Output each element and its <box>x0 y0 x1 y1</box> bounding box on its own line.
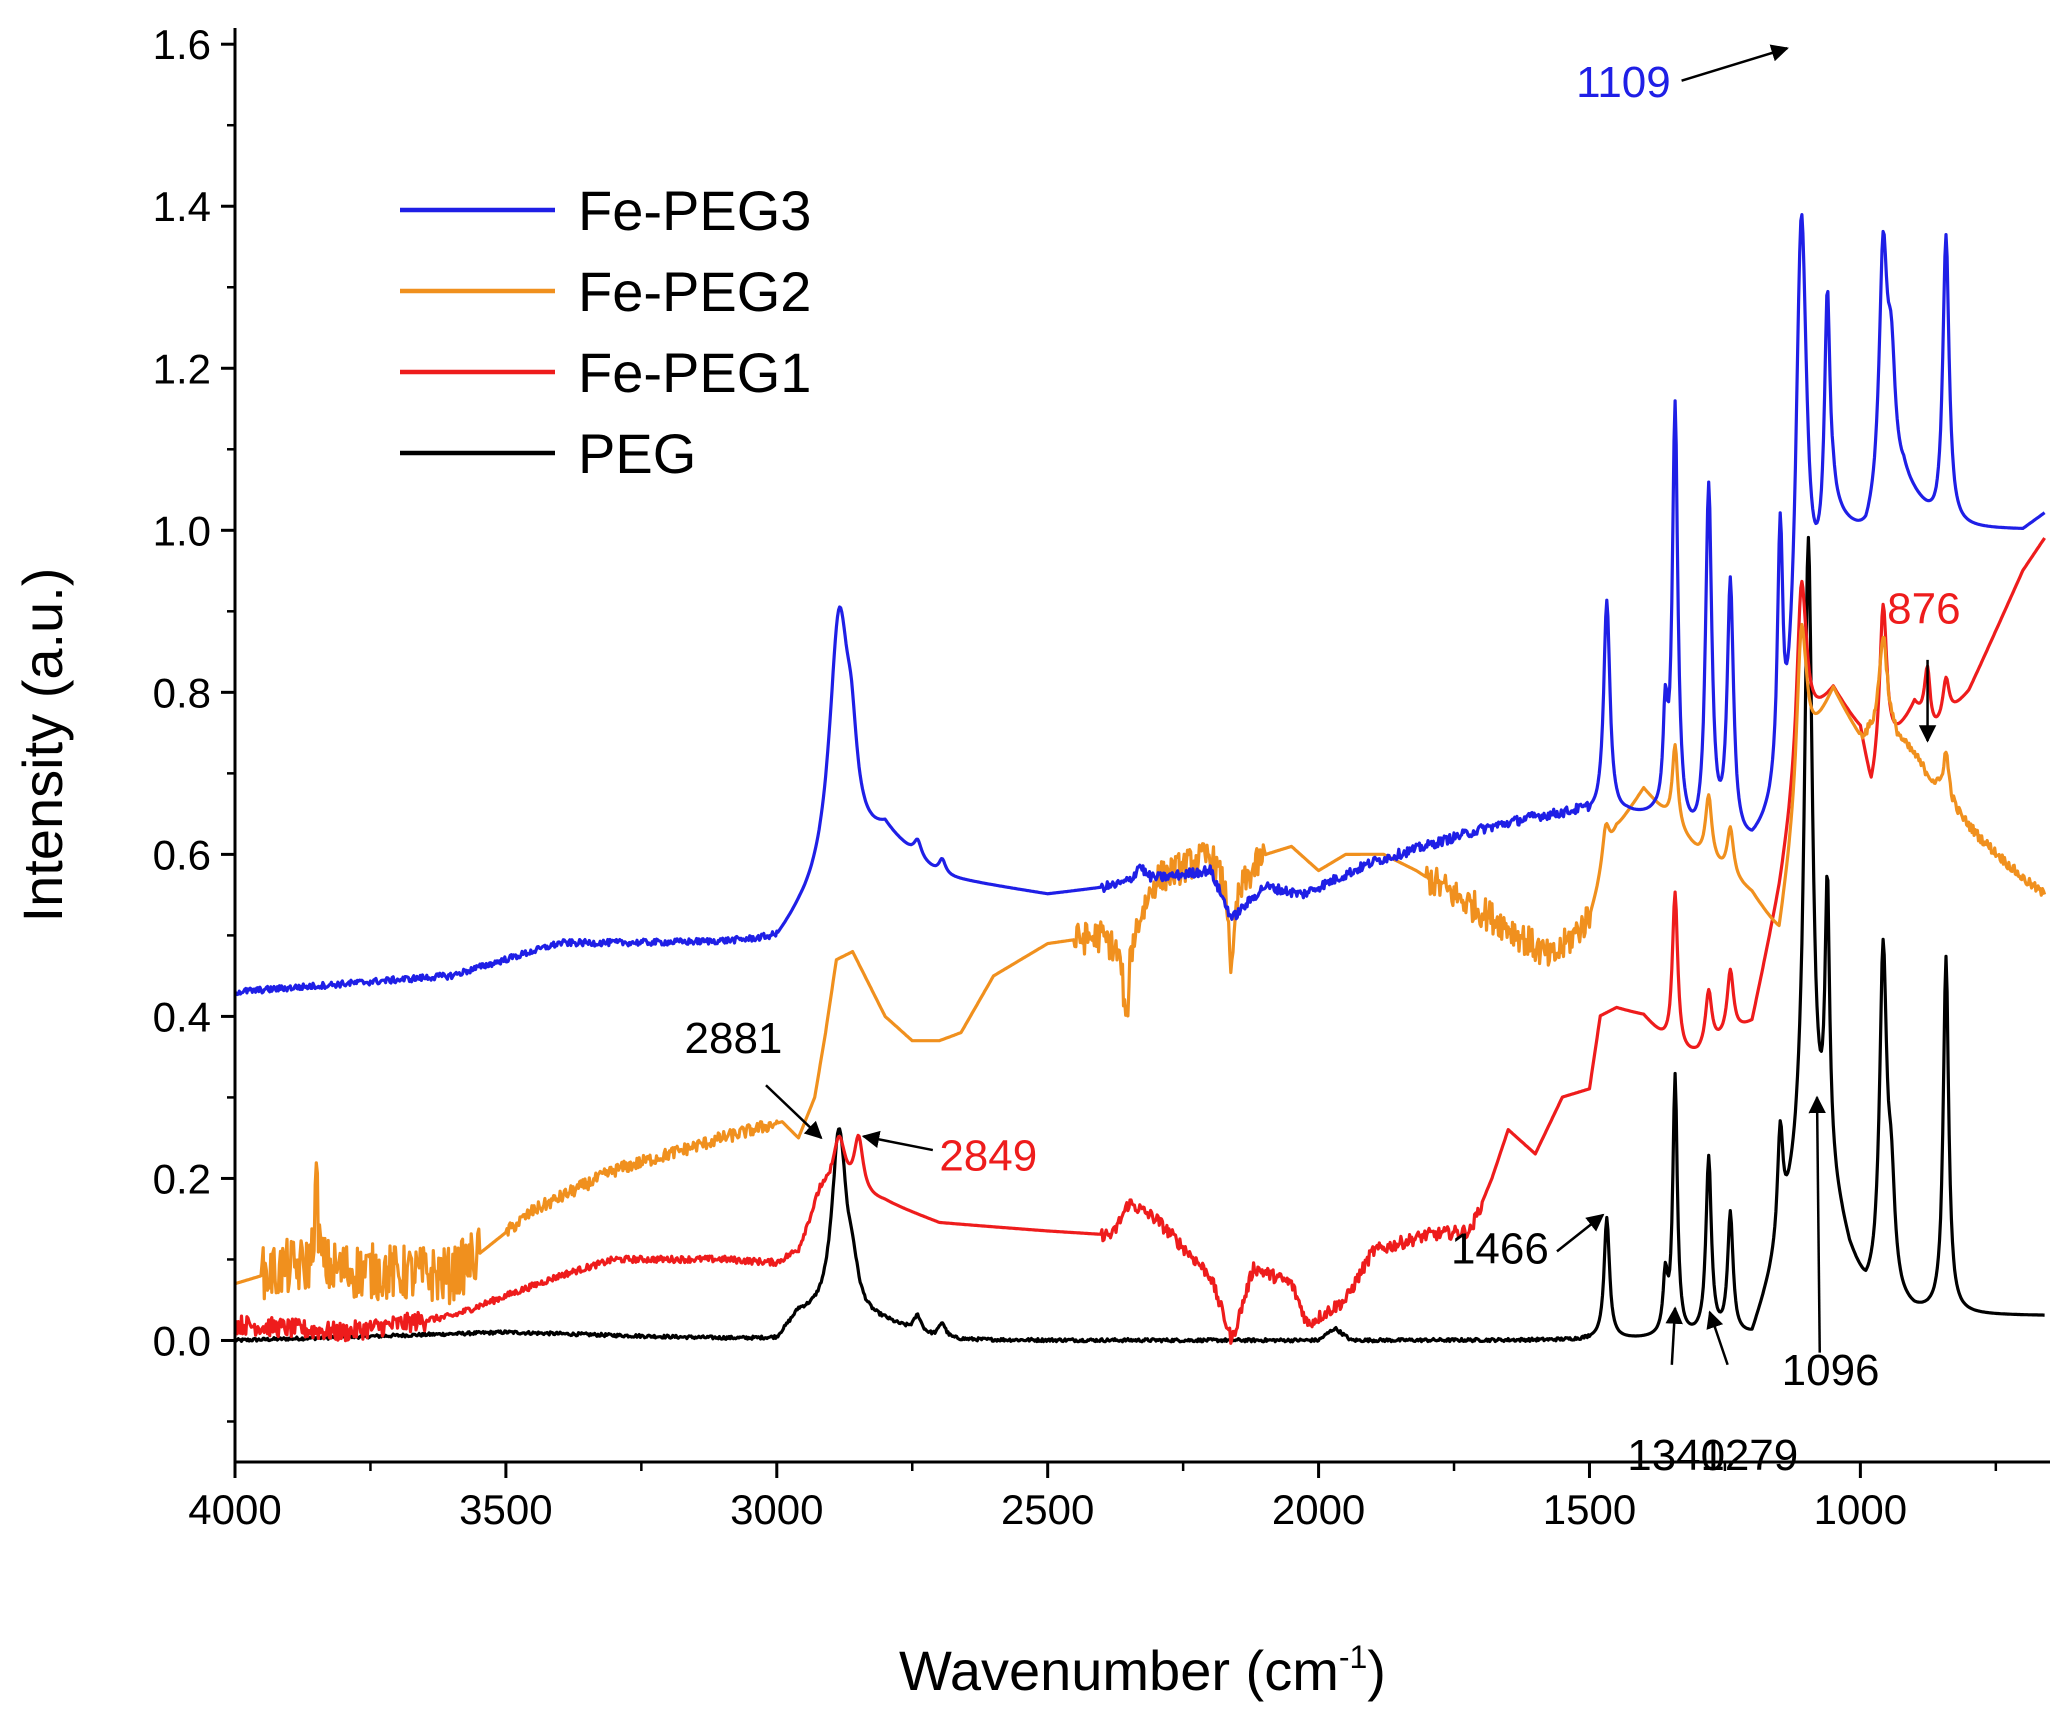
peak-arrow-1109 <box>1681 44 1789 82</box>
x-tick-label: 1500 <box>1543 1486 1636 1533</box>
legend-label: Fe-PEG2 <box>578 260 811 323</box>
peak-arrow-2849 <box>861 1130 934 1152</box>
y-tick-label: 1.6 <box>153 21 211 68</box>
legend-label: PEG <box>578 422 696 485</box>
peak-label-1340: 1340 <box>1627 1431 1725 1480</box>
x-tick-label: 2500 <box>1001 1486 1094 1533</box>
y-tick-label: 0.0 <box>153 1317 211 1364</box>
y-tick-label: 0.4 <box>153 993 211 1040</box>
peak-label-1279: 1279 <box>1700 1431 1798 1480</box>
x-axis-title-close: ) <box>1367 1639 1386 1702</box>
series-line-peg <box>233 535 2046 1344</box>
x-tick-label: 4000 <box>188 1486 281 1533</box>
legend: Fe-PEG3 Fe-PEG2 Fe-PEG1 PEG <box>400 179 811 485</box>
peak-arrow-1279 <box>1706 1310 1729 1366</box>
series-layer <box>233 213 2047 1345</box>
x-tick-label: 2000 <box>1272 1486 1365 1533</box>
y-tick-label: 1.4 <box>153 183 211 230</box>
y-axis-title: Intensity (a.u.) <box>11 568 74 923</box>
x-axis-title: Wavenumber (cm-1) <box>899 1639 1386 1702</box>
legend-label: Fe-PEG3 <box>578 179 811 242</box>
y-tick-label: 0.6 <box>153 831 211 878</box>
peak-label-2849: 2849 <box>939 1131 1037 1180</box>
peak-arrow-2881 <box>765 1084 823 1140</box>
peak-label-876: 876 <box>1887 584 1960 633</box>
peak-label-1109: 1109 <box>1576 58 1671 107</box>
series-line-fe-peg2 <box>234 622 2047 1306</box>
peak-arrow-1096 <box>1808 1095 1826 1353</box>
y-tick-label: 1.2 <box>153 345 211 392</box>
peak-arrow-1340 <box>1665 1306 1683 1365</box>
legend-label: Fe-PEG1 <box>578 341 811 404</box>
peak-label-1096: 1096 <box>1782 1346 1880 1395</box>
x-tick-label: 1000 <box>1814 1486 1907 1533</box>
peak-label-2881: 2881 <box>685 1014 783 1063</box>
x-tick-label: 3500 <box>459 1486 552 1533</box>
y-tick-label: 0.2 <box>153 1155 211 1202</box>
axes-layer: 0.0 0.2 0.4 0.6 0.8 1.0 1.2 1.4 1.6 4000 3500 3000 2… <box>153 21 2050 1533</box>
y-tick-label: 0.8 <box>153 669 211 716</box>
series-line-fe-peg3 <box>233 213 2046 997</box>
x-tick-label: 3000 <box>730 1486 823 1533</box>
x-axis-title-sup: -1 <box>1339 1639 1367 1675</box>
x-axis-title-main: Wavenumber (cm <box>899 1639 1339 1702</box>
y-tick-label: 1.0 <box>153 507 211 554</box>
peak-arrow-1466 <box>1556 1213 1605 1253</box>
series-line-fe-peg1 <box>233 537 2046 1345</box>
peak-label-1466: 1466 <box>1451 1225 1549 1274</box>
